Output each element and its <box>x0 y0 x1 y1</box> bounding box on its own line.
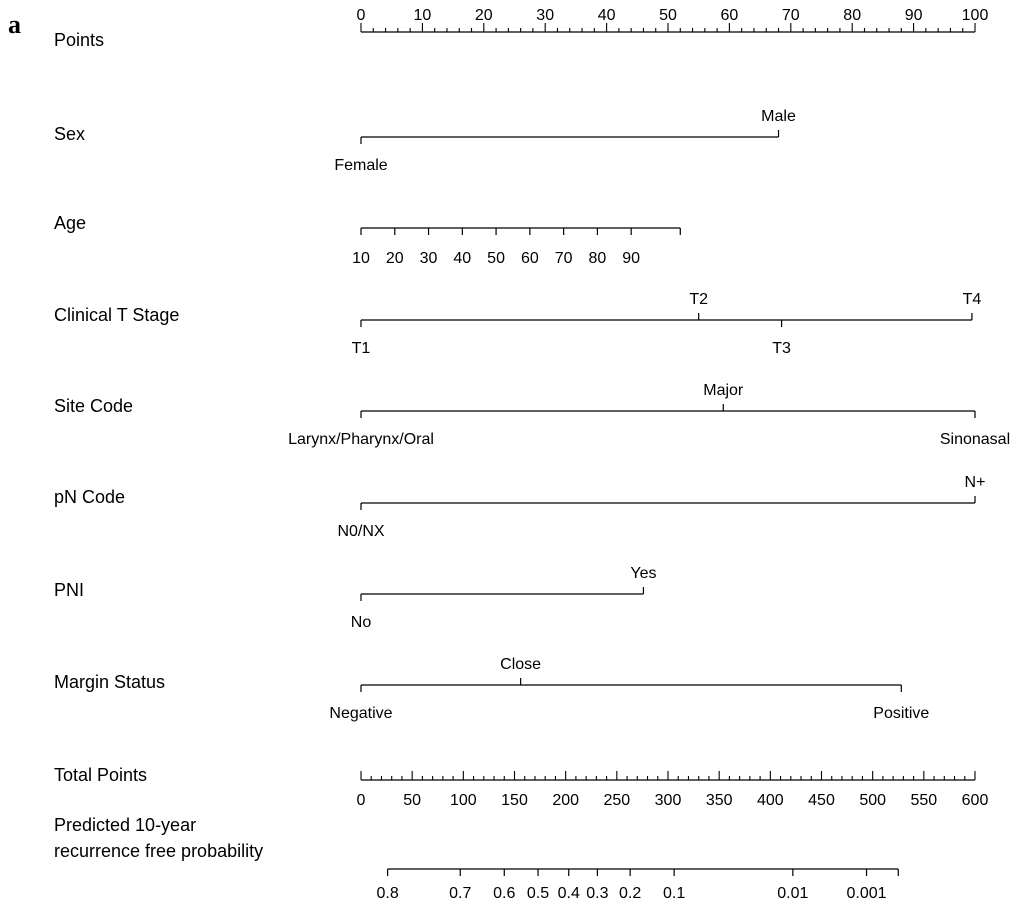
total-points-tick-label-500: 500 <box>859 792 886 809</box>
margin-status-level-positive: Positive <box>873 705 929 722</box>
predicted-10-year-tick-label-0-7: 0.7 <box>449 885 471 902</box>
predicted-10-year-tick-label-0-4: 0.4 <box>558 885 580 902</box>
total-points-tick-label-600: 600 <box>962 792 989 809</box>
site-code-level-sinonasal: Sinonasal <box>940 431 1010 448</box>
total-points-tick-label-0: 0 <box>357 792 366 809</box>
pn-code-level-n0-nx: N0/NX <box>337 523 384 540</box>
points-tick-label-90: 90 <box>905 7 923 24</box>
predicted-10-year-tick-label-0-6: 0.6 <box>493 885 515 902</box>
points-tick-label-70: 70 <box>782 7 800 24</box>
predicted-10-year-tick-label-0-5: 0.5 <box>527 885 549 902</box>
sex-level-male: Male <box>761 108 796 125</box>
total-points-tick-label-250: 250 <box>603 792 630 809</box>
row-name-total-points: Total Points <box>54 765 147 785</box>
points-tick-label-80: 80 <box>843 7 861 24</box>
age-tick-label-10: 10 <box>352 250 370 267</box>
age-tick-label-80: 80 <box>588 250 606 267</box>
age-tick-label-30: 30 <box>420 250 438 267</box>
row-name-clinical-t-stage: Clinical T Stage <box>54 305 179 325</box>
age-tick-label-70: 70 <box>555 250 573 267</box>
predicted-10-year-tick-label-0-8: 0.8 <box>376 885 398 902</box>
row-name-pn-code: pN Code <box>54 487 125 507</box>
row-name-points: Points <box>54 30 104 50</box>
total-points-tick-label-100: 100 <box>450 792 477 809</box>
points-tick-label-60: 60 <box>721 7 739 24</box>
panel-label: a <box>8 10 21 39</box>
age-tick-label-20: 20 <box>386 250 404 267</box>
clinical-t-stage-level-t3: T3 <box>772 340 791 357</box>
row-name-pni: PNI <box>54 580 84 600</box>
points-tick-label-30: 30 <box>536 7 554 24</box>
row-name-age: Age <box>54 213 86 233</box>
row-name-predicted-10-year-line2: recurrence free probability <box>54 841 263 861</box>
age-tick-label-60: 60 <box>521 250 539 267</box>
age-tick-label-40: 40 <box>453 250 471 267</box>
predicted-10-year-tick-label-0-1: 0.1 <box>663 885 685 902</box>
points-tick-label-50: 50 <box>659 7 677 24</box>
pn-code-level-n: N+ <box>965 474 986 491</box>
total-points-tick-label-350: 350 <box>706 792 733 809</box>
clinical-t-stage-level-t1: T1 <box>352 340 371 357</box>
row-name-margin-status: Margin Status <box>54 672 165 692</box>
age-tick-label-90: 90 <box>622 250 640 267</box>
sex-level-female: Female <box>334 157 387 174</box>
pni-level-no: No <box>351 614 372 631</box>
points-tick-label-100: 100 <box>962 7 989 24</box>
predicted-10-year-tick-label-0-01: 0.01 <box>777 885 808 902</box>
total-points-tick-label-50: 50 <box>403 792 421 809</box>
row-name-predicted-10-year-line1: Predicted 10-year <box>54 815 196 835</box>
total-points-tick-label-400: 400 <box>757 792 784 809</box>
clinical-t-stage-level-t4: T4 <box>963 291 982 308</box>
total-points-tick-label-200: 200 <box>552 792 579 809</box>
points-tick-label-20: 20 <box>475 7 493 24</box>
margin-status-level-negative: Negative <box>329 705 392 722</box>
total-points-tick-label-150: 150 <box>501 792 528 809</box>
pni-level-yes: Yes <box>630 565 656 582</box>
points-tick-label-10: 10 <box>414 7 432 24</box>
row-name-sex: Sex <box>54 124 85 144</box>
predicted-10-year-tick-label-0-2: 0.2 <box>619 885 641 902</box>
total-points-tick-label-300: 300 <box>655 792 682 809</box>
clinical-t-stage-level-t2: T2 <box>689 291 708 308</box>
points-tick-label-0: 0 <box>357 7 366 24</box>
age-tick-label-50: 50 <box>487 250 505 267</box>
site-code-level-major: Major <box>703 382 744 399</box>
predicted-10-year-tick-label-0-001: 0.001 <box>847 885 887 902</box>
total-points-tick-label-450: 450 <box>808 792 835 809</box>
total-points-tick-label-550: 550 <box>910 792 937 809</box>
row-name-site-code: Site Code <box>54 396 133 416</box>
points-tick-label-40: 40 <box>598 7 616 24</box>
site-code-level-larynx-pharynx-oral: Larynx/Pharynx/Oral <box>288 431 434 448</box>
predicted-10-year-tick-label-0-3: 0.3 <box>586 885 608 902</box>
margin-status-level-close: Close <box>500 656 541 673</box>
